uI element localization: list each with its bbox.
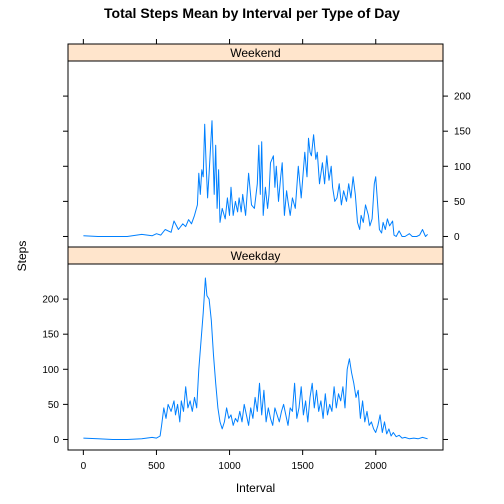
xtick-label-3: 1500 <box>292 461 315 472</box>
weekday-panel <box>67 263 444 451</box>
weekday-steps-line <box>83 277 428 440</box>
weekend-ytick-label-4: 200 <box>454 92 471 103</box>
weekday-ytick-label-1: 50 <box>48 400 60 411</box>
x-axis-label: Interval <box>236 481 275 495</box>
weekday-ytick-label-0: 0 <box>53 435 59 446</box>
y-axis-label: Steps <box>15 241 29 272</box>
weekend-steps-line <box>83 120 428 237</box>
weekday-ytick-label-2: 100 <box>42 365 59 376</box>
xtick-label-0: 0 <box>81 461 87 472</box>
weekend-panel <box>67 60 444 248</box>
xtick-label-2: 1000 <box>218 461 241 472</box>
weekend-ytick-label-1: 50 <box>454 197 466 208</box>
weekday-strip-label: Weekday <box>231 249 281 263</box>
chart-title: Total Steps Mean by Interval per Type of… <box>104 5 400 21</box>
weekend-strip-label: Weekend <box>230 46 280 60</box>
weekday-ytick-label-3: 150 <box>42 330 59 341</box>
weekday-ytick-label-4: 200 <box>42 295 59 306</box>
xtick-label-4: 2000 <box>365 461 388 472</box>
weekend-ytick-label-0: 0 <box>454 232 460 243</box>
weekend-plot <box>83 120 428 237</box>
weekend-ytick-label-3: 150 <box>454 127 471 138</box>
weekday-plot <box>83 277 428 440</box>
xtick-label-1: 500 <box>148 461 165 472</box>
weekend-ytick-label-2: 100 <box>454 162 471 173</box>
